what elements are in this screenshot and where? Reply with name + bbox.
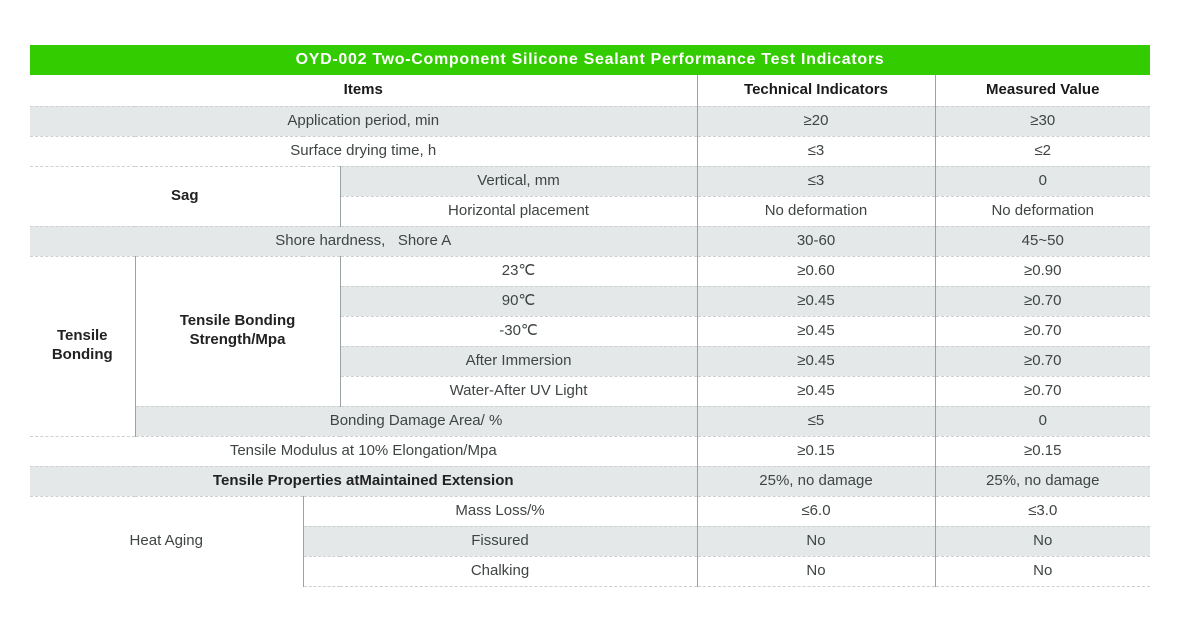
bonding-damage-area-item: Bonding Damage Area/ % [135, 405, 698, 436]
bonding-damage-area-technical: ≤5 [697, 405, 936, 436]
after-immersion-measured: ≥0.70 [935, 345, 1150, 376]
after-immersion-item: After Immersion [340, 345, 698, 376]
heat-aging-group-label: Heat Aging [30, 495, 304, 586]
table-title: OYD-002 Two-Component Silicone Sealant P… [295, 51, 885, 68]
tensile-90c-measured: ≥0.70 [935, 285, 1150, 316]
water-after-uv-measured: ≥0.70 [935, 375, 1150, 406]
tensile-modulus-item: Tensile Modulus at 10% Elongation/Mpa [30, 435, 698, 466]
shore-hardness-item: Shore hardness, Shore A [30, 225, 698, 256]
tensile-minus-30c-technical: ≥0.45 [697, 315, 936, 346]
tensile-90c-technical: ≥0.45 [697, 285, 936, 316]
row-surface-drying-time: Surface drying time, h ≤3 ≤2 [30, 135, 1150, 166]
tensile-modulus-technical: ≥0.15 [697, 435, 936, 466]
tensile-23c-technical: ≥0.60 [697, 255, 936, 286]
tensile-properties-measured: 25%, no damage [935, 465, 1150, 496]
row-shore-hardness: Shore hardness, Shore A 30-60 45~50 [30, 225, 1150, 256]
row-sag-vertical: Sag Vertical, mm ≤3 0 [30, 165, 1150, 226]
fissured-item: Fissured [303, 525, 698, 556]
sag-horizontal-item: Horizontal placement [340, 195, 698, 226]
fissured-measured: No [935, 525, 1150, 556]
mass-loss-technical: ≤6.0 [697, 495, 936, 526]
water-after-uv-item: Water-After UV Light [340, 375, 698, 406]
performance-table: Items Technical Indicators Measured Valu… [30, 75, 1150, 587]
sag-vertical-technical: ≤3 [697, 165, 936, 196]
row-water-after-uv: Water-After UV Light ≥0.45 ≥0.70 [30, 375, 1150, 406]
tensile-modulus-measured: ≥0.15 [935, 435, 1150, 466]
spec-sheet: OYD-002 Two-Component Silicone Sealant P… [30, 45, 1150, 587]
application-period-technical: ≥20 [697, 105, 936, 136]
row-fissured: Fissured No No [30, 525, 1150, 556]
header-row: Items Technical Indicators Measured Valu… [30, 75, 1150, 106]
surface-drying-time-measured: ≤2 [935, 135, 1150, 166]
row-sag-horizontal: Horizontal placement No deformation No d… [30, 195, 1150, 226]
row-chalking: Chalking No No [30, 555, 1150, 587]
row-application-period: Application period, min ≥20 ≥30 [30, 105, 1150, 136]
chalking-measured: No [935, 555, 1150, 587]
tensile-minus-30c-measured: ≥0.70 [935, 315, 1150, 346]
row-tensile-properties: Tensile Properties atMaintained Extensio… [30, 465, 1150, 496]
surface-drying-time-technical: ≤3 [697, 135, 936, 166]
chalking-technical: No [697, 555, 936, 587]
tensile-23c-item: 23℃ [340, 255, 698, 286]
tensile-90c-item: 90℃ [340, 285, 698, 316]
tensile-23c-measured: ≥0.90 [935, 255, 1150, 286]
sag-vertical-item: Vertical, mm [340, 165, 698, 196]
table-title-bar: OYD-002 Two-Component Silicone Sealant P… [30, 45, 1150, 75]
row-mass-loss: Heat Aging Mass Loss/% ≤6.0 ≤3.0 [30, 495, 1150, 586]
water-after-uv-technical: ≥0.45 [697, 375, 936, 406]
row-bonding-damage-area: Bonding Damage Area/ % ≤5 0 [30, 405, 1150, 436]
shore-hardness-technical: 30-60 [697, 225, 936, 256]
mass-loss-measured: ≤3.0 [935, 495, 1150, 526]
sag-horizontal-measured: No deformation [935, 195, 1150, 226]
sag-vertical-measured: 0 [935, 165, 1150, 196]
tensile-minus-30c-item: -30℃ [340, 315, 698, 346]
tensile-bonding-group-label: Tensile Bonding [30, 255, 136, 436]
sag-group-label: Sag [30, 165, 341, 226]
column-header-items: Items [30, 75, 698, 106]
row-tensile-23c: Tensile Bonding Tensile Bonding Strength… [30, 255, 1150, 436]
shore-hardness-measured: 45~50 [935, 225, 1150, 256]
chalking-item: Chalking [303, 555, 698, 587]
application-period-item: Application period, min [30, 105, 698, 136]
column-header-measured-value: Measured Value [986, 80, 1100, 98]
bonding-damage-area-measured: 0 [935, 405, 1150, 436]
row-after-immersion: After Immersion ≥0.45 ≥0.70 [30, 345, 1150, 376]
fissured-technical: No [697, 525, 936, 556]
surface-drying-time-item: Surface drying time, h [30, 135, 698, 166]
tensile-bonding-strength-label: Tensile Bonding Strength/Mpa [135, 255, 341, 406]
sag-horizontal-technical: No deformation [697, 195, 936, 226]
after-immersion-technical: ≥0.45 [697, 345, 936, 376]
row-tensile-modulus: Tensile Modulus at 10% Elongation/Mpa ≥0… [30, 435, 1150, 466]
mass-loss-item: Mass Loss/% [303, 495, 698, 526]
application-period-measured: ≥30 [935, 105, 1150, 136]
row-tensile-90c: 90℃ ≥0.45 ≥0.70 [30, 285, 1150, 316]
tensile-properties-item: Tensile Properties atMaintained Extensio… [30, 465, 698, 496]
column-header-technical-indicators: Technical Indicators [697, 75, 936, 106]
tensile-properties-technical: 25%, no damage [697, 465, 936, 496]
row-tensile-minus-30c: -30℃ ≥0.45 ≥0.70 [30, 315, 1150, 346]
